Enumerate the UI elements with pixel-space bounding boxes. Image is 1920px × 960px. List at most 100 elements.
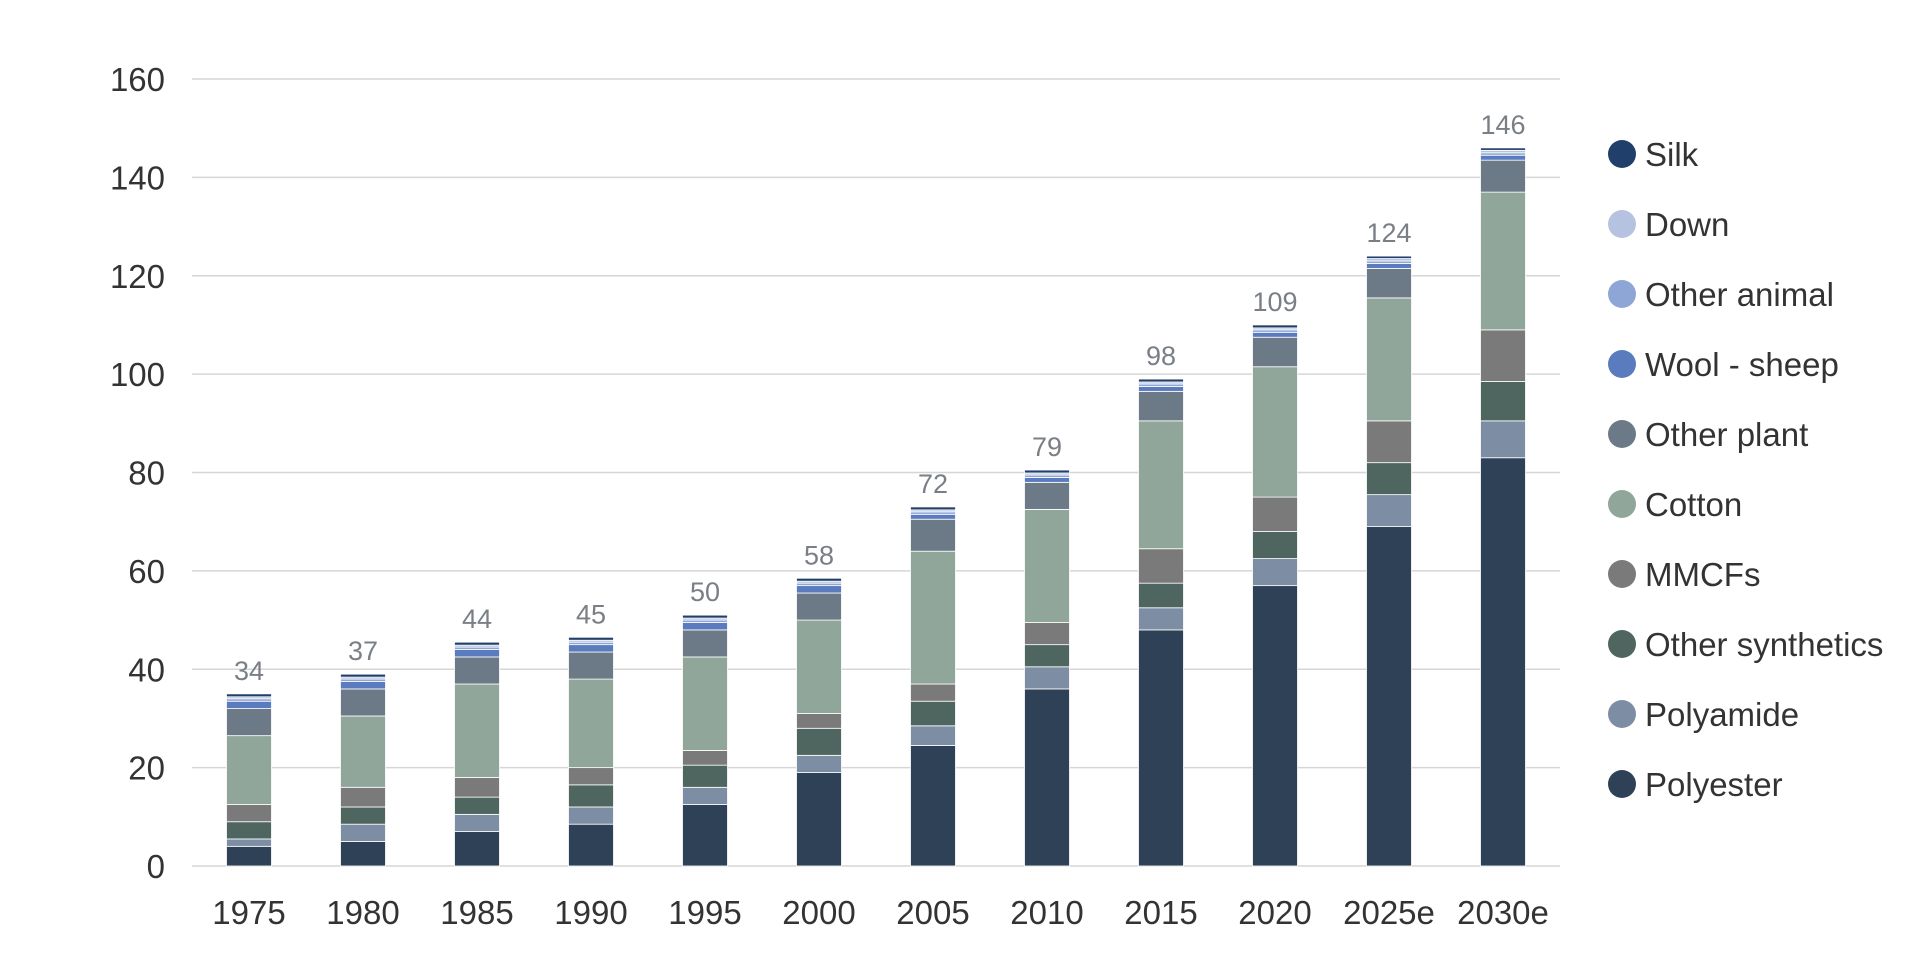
bar-segment-mmcfs: [340, 786, 386, 808]
bar-segment-silk: [796, 577, 842, 582]
bar-segment-polyamide: [340, 823, 386, 842]
bar-segment-silk: [454, 641, 500, 646]
legend-label: Cotton: [1645, 486, 1742, 523]
bar-segment-polyester: [454, 831, 500, 867]
y-tick-label: 160: [110, 61, 165, 98]
bar-segment-wool-sheep: [1480, 154, 1526, 161]
bar-segment-silk: [910, 506, 956, 511]
legend-swatch: [1608, 630, 1636, 658]
bar-segment-cotton: [1480, 191, 1526, 331]
bar-segment-silk: [1024, 469, 1070, 474]
bar-segment-mmcfs: [1480, 329, 1526, 382]
legend-swatch: [1608, 210, 1636, 238]
y-tick-label: 100: [110, 356, 165, 393]
bar-segment-mmcfs: [226, 804, 272, 823]
legend-item-polyester: Polyester: [1608, 766, 1783, 803]
bar-segment-other-plant: [454, 656, 500, 685]
y-tick-label: 120: [110, 258, 165, 295]
bar-segment-cotton: [910, 550, 956, 685]
legend-item-other-synthetics: Other synthetics: [1608, 626, 1883, 663]
bar-segment-mmcfs: [682, 750, 728, 766]
bar-segment-polyester: [1024, 688, 1070, 867]
bar-segment-mmcfs: [1024, 622, 1070, 646]
bar-total-label: 44: [462, 604, 492, 634]
bar-segment-polyamide: [226, 838, 272, 847]
bar-segment-mmcfs: [1252, 496, 1298, 532]
y-tick-label: 60: [128, 553, 165, 590]
legend-swatch: [1608, 420, 1636, 448]
legend-label: Other synthetics: [1645, 626, 1883, 663]
bar-segment-other-plant: [568, 651, 614, 680]
bar-segment-other-plant: [910, 518, 956, 552]
bar-segment-other-synthetics: [226, 821, 272, 840]
bar-segment-other-plant: [796, 592, 842, 621]
x-tick-label: 1975: [212, 894, 285, 931]
bar-total-label: 72: [918, 469, 948, 499]
legend-label: Other plant: [1645, 416, 1808, 453]
legend: Silk Down Other animal Wool - sheep Other pl…: [1608, 136, 1883, 803]
bar-segment-silk: [340, 673, 386, 678]
x-tick-label: 2010: [1010, 894, 1083, 931]
bar-segment-mmcfs: [1366, 420, 1412, 464]
y-tick-label: 40: [128, 651, 165, 688]
bar-segment-polyester: [568, 823, 614, 867]
legend-swatch: [1608, 350, 1636, 378]
bars: [226, 147, 1526, 867]
bar-segment-cotton: [454, 683, 500, 778]
legend-item-cotton: Cotton: [1608, 486, 1742, 523]
bar-segment-other-synthetics: [454, 796, 500, 815]
x-axis: 1975 1980 1985 1990 1995 2000 2005 2010 2015 2020…: [212, 894, 1549, 931]
legend-label: Down: [1645, 206, 1729, 243]
bar-segment-other-synthetics: [340, 806, 386, 825]
bar-segment-silk: [1480, 147, 1526, 151]
legend-label: Polyamide: [1645, 696, 1799, 733]
bar-total-label: 98: [1146, 341, 1176, 371]
bar-segment-other-plant: [1138, 390, 1184, 422]
x-tick-label: 2025e: [1343, 894, 1435, 931]
bar-total-label: 146: [1480, 110, 1525, 140]
bar-segment-silk: [1252, 324, 1298, 329]
legend-swatch: [1608, 140, 1636, 168]
legend-label: Other animal: [1645, 276, 1834, 313]
bar-total-label: 124: [1366, 218, 1411, 248]
legend-swatch: [1608, 560, 1636, 588]
bar-segment-wool-sheep: [454, 649, 500, 658]
y-tick-label: 80: [128, 455, 165, 492]
bar-segment-other-synthetics: [796, 727, 842, 756]
bar-segment-cotton: [1024, 508, 1070, 623]
bar-total-label: 37: [348, 636, 378, 666]
bar-total-label: 50: [690, 577, 720, 607]
bar-segment-other-plant: [340, 688, 386, 717]
bar-segment-silk: [682, 614, 728, 619]
bar-segment-polyester: [1138, 629, 1184, 867]
bar-segment-other-synthetics: [910, 700, 956, 727]
bar-segment-wool-sheep: [796, 585, 842, 594]
bar-segment-mmcfs: [910, 683, 956, 702]
bar-segment-other-plant: [682, 629, 728, 658]
bar-segment-other-synthetics: [1138, 582, 1184, 609]
bar-segment-polyamide: [454, 813, 500, 832]
bar-segment-other-plant: [1024, 481, 1070, 510]
bar-segment-polyamide: [1252, 558, 1298, 587]
bar-segment-polyester: [682, 804, 728, 867]
x-tick-label: 1990: [554, 894, 627, 931]
bar-segment-polyamide: [796, 754, 842, 773]
bar-segment-polyamide: [1138, 607, 1184, 631]
x-tick-label: 1980: [326, 894, 399, 931]
legend-label: Wool - sheep: [1645, 346, 1839, 383]
bar-segment-polyester: [1252, 585, 1298, 867]
legend-item-silk: Silk: [1608, 136, 1699, 173]
bar-segment-wool-sheep: [568, 644, 614, 653]
legend-item-wool-sheep: Wool - sheep: [1608, 346, 1839, 383]
bar-segment-polyester: [796, 772, 842, 867]
bar-segment-cotton: [796, 619, 842, 714]
gridlines: [192, 78, 1560, 867]
bar-segment-cotton: [1366, 297, 1412, 422]
legend-label: Silk: [1645, 136, 1699, 173]
bar-segment-silk: [1366, 255, 1412, 259]
bar-segment-polyamide: [682, 786, 728, 805]
x-tick-label: 2015: [1124, 894, 1197, 931]
bar-segment-mmcfs: [454, 777, 500, 798]
bar-segment-silk: [226, 693, 272, 698]
